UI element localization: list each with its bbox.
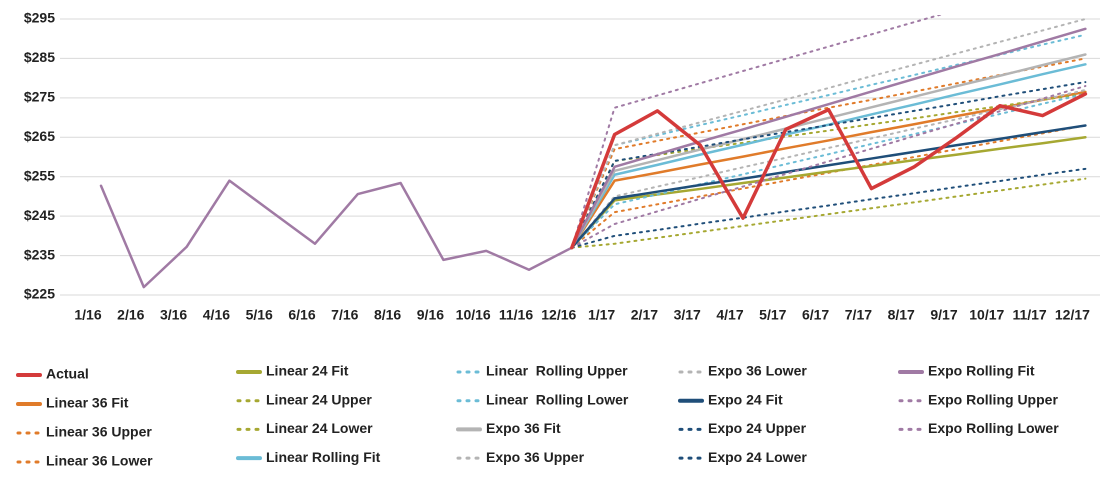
series-line: [570, 177, 1087, 249]
axis-labels: $225 $235 $245 $255 $265 $275 $285 $295 1/16 2/16…: [24, 10, 1090, 323]
x-tick-label: 12/17: [1055, 307, 1090, 323]
x-tick-label: 3/17: [674, 307, 701, 323]
x-tick-label: 10/17: [969, 307, 1004, 323]
series-line: [570, 124, 1087, 249]
x-tick-label: 7/16: [331, 307, 358, 323]
x-tick-label: 7/17: [845, 307, 872, 323]
x-tick-label: 1/16: [74, 307, 101, 323]
legend-label: Expo 36 Fit: [486, 420, 561, 436]
x-tick-label: 8/16: [374, 307, 401, 323]
series-line: [570, 124, 1087, 249]
x-tick-label: 3/16: [160, 307, 187, 323]
legend-label: Expo 24 Fit: [708, 391, 783, 407]
grid: [60, 18, 1100, 296]
series-line: [570, 63, 1087, 249]
y-tick-label: $245: [24, 207, 55, 223]
series-line: [570, 88, 1087, 249]
x-tick-label: 4/16: [203, 307, 230, 323]
x-tick-label: 2/17: [631, 307, 658, 323]
y-tick-label: $275: [24, 89, 55, 105]
legend-label: Linear 24 Upper: [266, 391, 372, 407]
x-tick-label: 2/16: [117, 307, 144, 323]
x-tick-label: 8/17: [888, 307, 915, 323]
x-tick-label: 9/16: [417, 307, 444, 323]
legend-label: Linear 24 Fit: [266, 363, 349, 379]
legend-label: Linear 24 Lower: [266, 420, 373, 436]
legend-label: Linear Rolling Lower: [486, 391, 629, 407]
legend-label: Expo Rolling Upper: [928, 391, 1058, 407]
series-line: [570, 15, 943, 249]
y-tick-label: $255: [24, 167, 55, 183]
legend-label: Linear 36 Fit: [46, 395, 129, 411]
series-line: [570, 92, 1088, 250]
y-tick-label: $225: [24, 286, 55, 302]
y-tick-label: $285: [24, 49, 55, 65]
y-tick-label: $235: [24, 246, 55, 262]
y-tick-label: $295: [24, 10, 55, 26]
x-tick-label: 10/16: [456, 307, 491, 323]
series-line: [99, 27, 1087, 289]
legend-label: Linear Rolling Upper: [486, 363, 628, 379]
series-line: [570, 90, 1087, 249]
series-line: [570, 57, 1087, 249]
x-tick-label: 9/17: [930, 307, 957, 323]
y-tick-label: $265: [24, 128, 55, 144]
x-tick-label: 12/16: [541, 307, 576, 323]
series-line: [570, 85, 1087, 249]
legend-label: Expo Rolling Fit: [928, 363, 1035, 379]
legend-label: Expo 24 Upper: [708, 420, 807, 436]
x-tick-label: 5/17: [759, 307, 786, 323]
x-tick-label: 5/16: [246, 307, 273, 323]
legend-label: Expo 36 Upper: [486, 449, 585, 465]
x-tick-label: 6/17: [802, 307, 829, 323]
series-line: [570, 92, 1087, 249]
legend-label: Expo 24 Lower: [708, 449, 807, 465]
plot-area: [99, 15, 1088, 289]
legend: Actual Linear 36 Fit Linear 36 Upper Linear…: [16, 363, 1059, 469]
x-tick-label: 11/16: [499, 307, 533, 323]
x-tick-label: 11/17: [1012, 307, 1046, 323]
x-tick-label: 1/17: [588, 307, 615, 323]
series-line: [570, 53, 1087, 249]
legend-label: Actual: [46, 366, 89, 382]
legend-label: Linear 36 Lower: [46, 453, 153, 469]
x-tick-label: 4/17: [716, 307, 743, 323]
legend-label: Linear Rolling Fit: [266, 449, 381, 465]
series-line: [570, 18, 1087, 249]
legend-label: Linear 36 Upper: [46, 424, 152, 440]
x-tick-label: 6/16: [288, 307, 315, 323]
series-line: [570, 167, 1087, 249]
legend-label: Expo 36 Lower: [708, 363, 807, 379]
legend-label: Expo Rolling Lower: [928, 420, 1059, 436]
